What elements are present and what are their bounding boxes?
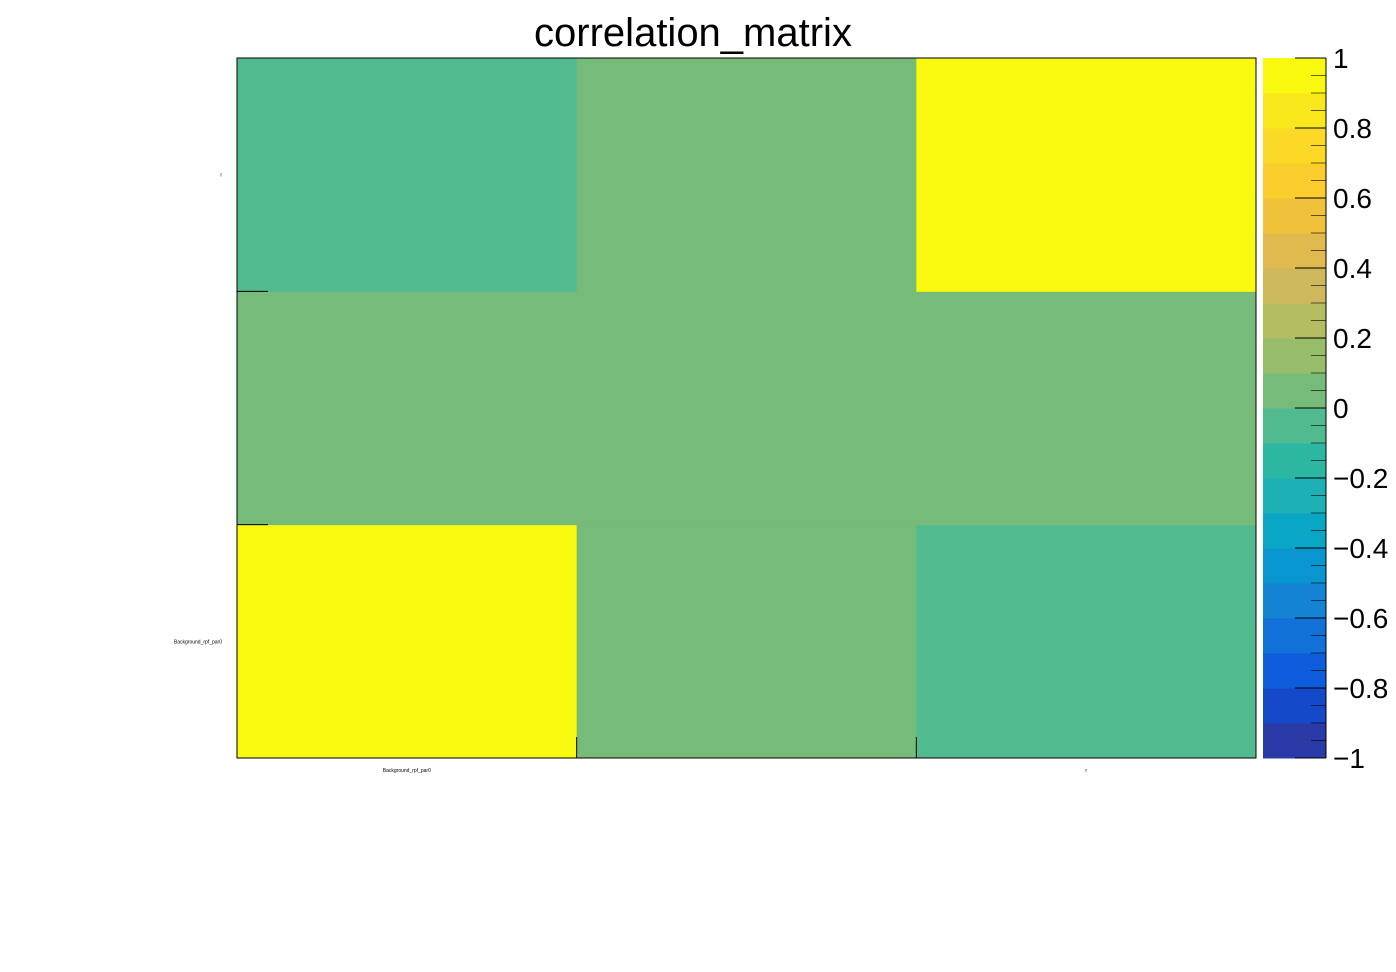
palette-tick-label: −0.8	[1333, 673, 1388, 704]
palette-tick-label: 0.4	[1333, 253, 1372, 284]
y-tick-label: Background_rpf_par0	[174, 639, 222, 645]
heatmap-cell	[237, 58, 578, 292]
color-palette	[1263, 57, 1327, 759]
y-tick-label: r	[220, 173, 222, 179]
heatmap-cells	[237, 58, 1257, 759]
plot-frame	[236, 57, 1257, 759]
heatmap-cell	[237, 291, 578, 526]
heatmap-cell	[576, 524, 917, 759]
palette-tick-label: −0.6	[1333, 603, 1388, 634]
heatmap-cell	[237, 524, 578, 759]
heatmap-cell	[576, 291, 917, 526]
palette-tick-label: −0.4	[1333, 533, 1388, 564]
palette-tick-label: 1	[1333, 43, 1349, 74]
palette-tick-label: 0.6	[1333, 183, 1372, 214]
x-tick-label: r	[1085, 768, 1087, 774]
x-tick-label: Background_rpf_par0	[383, 768, 431, 774]
palette-tick-label: 0.2	[1333, 323, 1372, 354]
heatmap-cell	[916, 524, 1257, 759]
axis-ticks	[236, 57, 1257, 759]
heatmap-cell	[916, 58, 1257, 292]
palette-tick-label: −0.2	[1333, 463, 1388, 494]
heatmap-cell	[916, 291, 1257, 526]
y-axis-labels: Background_rpf_par0 r	[174, 173, 222, 646]
palette-tick-label: 0.8	[1333, 113, 1372, 144]
palette-tick-label: 0	[1333, 393, 1349, 424]
palette-tick-label: −1	[1333, 743, 1365, 774]
x-axis-labels: Background_rpf_par0 r	[383, 768, 1088, 774]
palette-tick-labels: 1 0.8 0.6 0.4 0.2 0 −0.2 −0.4 −0.6 −0.8 −1	[1333, 43, 1388, 774]
heatmap-cell	[576, 58, 917, 292]
chart-title: correlation_matrix	[534, 11, 852, 55]
